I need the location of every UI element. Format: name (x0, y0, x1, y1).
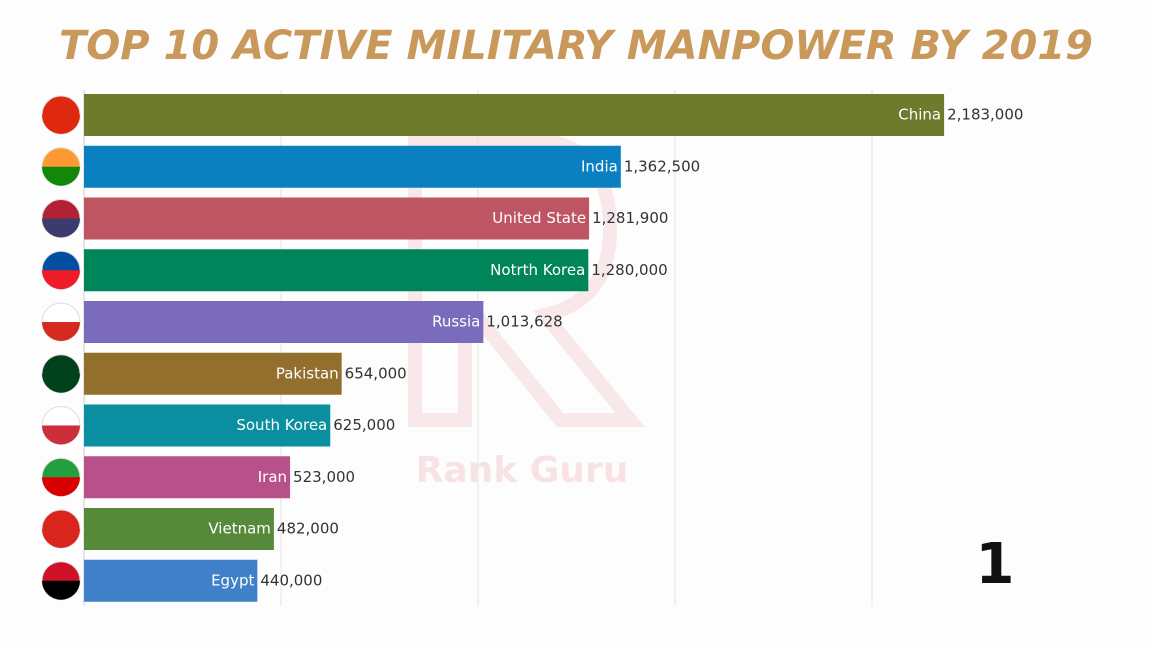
bar (84, 404, 331, 447)
value-label: 523,000 (293, 468, 355, 486)
bar (84, 456, 291, 499)
bar-label: Russia (432, 313, 480, 331)
flag-detail (42, 580, 80, 600)
bar (84, 559, 258, 602)
bar-label: Vietnam (208, 520, 271, 538)
bar-label: India (581, 157, 618, 175)
value-label: 440,000 (260, 571, 322, 589)
bar (84, 352, 342, 395)
value-label: 1,362,500 (624, 157, 700, 175)
bar-label: Egypt (211, 571, 254, 589)
flag-detail (42, 218, 80, 238)
bar (84, 94, 945, 136)
watermark: Rank Guru (416, 450, 629, 491)
value-label: 1,013,628 (486, 313, 562, 331)
flag-detail (42, 166, 80, 186)
flag-detail (42, 477, 80, 497)
bar-label: Iran (258, 468, 287, 486)
value-label: 654,000 (345, 364, 407, 382)
value-label: 2,183,000 (947, 106, 1023, 124)
bar-label: Notrth Korea (490, 261, 585, 279)
flag-detail (42, 529, 80, 548)
bar-label: United State (492, 209, 586, 227)
bar (84, 301, 484, 343)
flag-detail (42, 322, 80, 341)
value-label: 625,000 (333, 416, 395, 434)
bar-label: China (898, 106, 941, 124)
flag-detail (42, 425, 80, 445)
flag-detail (42, 115, 80, 134)
bar-label: South Korea (236, 416, 327, 434)
bar (84, 508, 274, 550)
value-label: 1,280,000 (591, 261, 667, 279)
bar (84, 249, 589, 292)
counter: 1 (976, 532, 1015, 597)
value-label: 482,000 (277, 520, 339, 538)
chart-title: TOP 10 ACTIVE MILITARY MANPOWER BY 2019 (59, 23, 1093, 69)
flag-detail (42, 270, 80, 290)
bar (84, 197, 590, 240)
bar-label: Pakistan (276, 364, 339, 382)
flag-detail (42, 373, 80, 393)
bar (84, 145, 621, 188)
value-label: 1,281,900 (592, 209, 668, 227)
